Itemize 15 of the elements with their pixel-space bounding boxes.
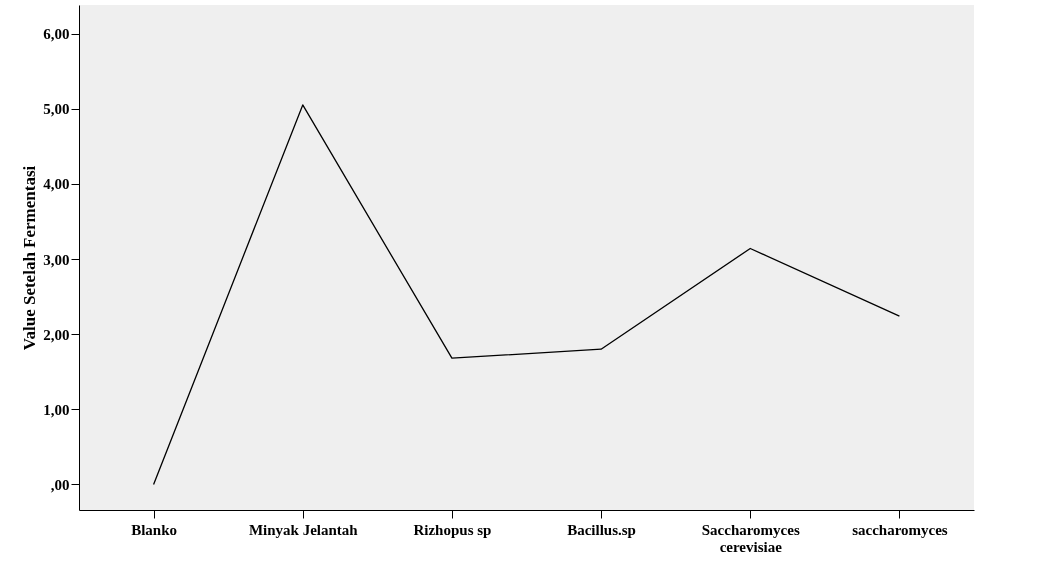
y-tick-label: 4,00 [43,176,70,193]
y-tick-label: 6,00 [43,26,70,43]
x-tick-label: Saccharomyces cerevisiae [701,521,800,555]
y-tick-label: 2,00 [43,326,70,343]
y-tick-label: 5,00 [43,101,70,118]
y-axis-title: Value Setelah Fermentasi [20,165,40,351]
y-tick-label: 3,00 [43,251,70,268]
x-tick-label: Rizhopus sp [413,521,492,538]
x-tick-label: Blanko [131,521,178,538]
line-series [152,104,901,486]
y-tick-label: ,00 [50,476,70,493]
x-tick-label: Minyak Jelantah [248,521,359,538]
y-tick-label: 1,00 [43,401,70,418]
x-tick-label: saccharomyces [852,521,948,538]
x-tick-label: Bacillus.sp [567,521,636,538]
